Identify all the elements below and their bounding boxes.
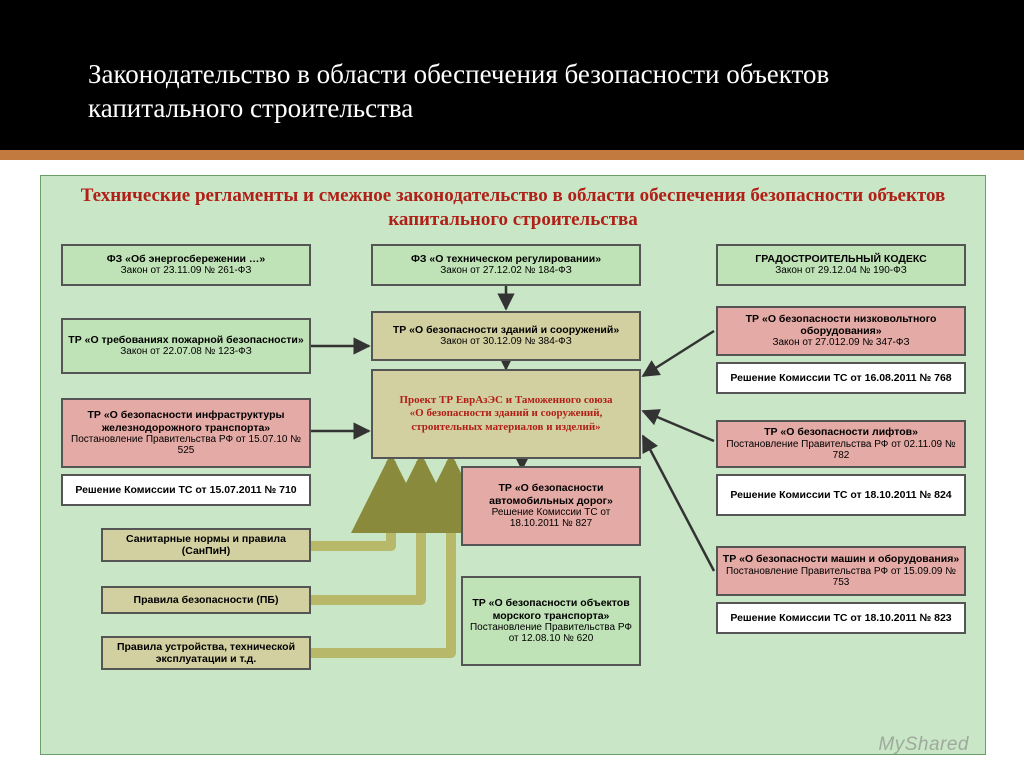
box-r_ts824: Решение Комиссии ТС от 18.10.2011 № 824 [716, 474, 966, 516]
box-r_lowvolt: ТР «О безопасности низковольтного оборуд… [716, 306, 966, 356]
box-c_auto: ТР «О безопасности автомобильных дорог»Р… [461, 466, 641, 546]
accent-bar [0, 150, 1024, 160]
box-l_pute: Правила устройства, технической эксплуат… [101, 636, 311, 670]
box-r_lift: ТР «О безопасности лифтов»Постановление … [716, 420, 966, 468]
box-l_fire: ТР «О требованиях пожарной безопасности»… [61, 318, 311, 374]
box-top_left: ФЗ «Об энергосбережении …»Закон от 23.11… [61, 244, 311, 286]
box-r_ts823: Решение Комиссии ТС от 18.10.2011 № 823 [716, 602, 966, 634]
box-c_project: Проект ТР ЕврАзЭС и Таможенного союза«О … [371, 369, 641, 459]
box-r_mach: ТР «О безопасности машин и оборудования»… [716, 546, 966, 596]
box-top_mid: ФЗ «О техническом регулировании»Закон от… [371, 244, 641, 286]
diagram-panel: Технические регламенты и смежное законод… [40, 175, 986, 755]
box-r_ts768: Решение Комиссии ТС от 16.08.2011 № 768 [716, 362, 966, 394]
diagram-title: Технические регламенты и смежное законод… [41, 184, 985, 232]
box-c_sea: ТР «О безопасности объектов морского тра… [461, 576, 641, 666]
box-l_rail: ТР «О безопасности инфраструктуры железн… [61, 398, 311, 468]
box-l_sanpin: Санитарные нормы и правила (СанПиН) [101, 528, 311, 562]
box-l_ts710: Решение Комиссии ТС от 15.07.2011 № 710 [61, 474, 311, 506]
slide-title: Законодательство в области обеспечения б… [88, 58, 948, 126]
slide-root: Законодательство в области обеспечения б… [0, 0, 1024, 768]
box-l_pb: Правила безопасности (ПБ) [101, 586, 311, 614]
box-c_build: ТР «О безопасности зданий и сооружений»З… [371, 311, 641, 361]
box-top_right: ГРАДОСТРОИТЕЛЬНЫЙ КОДЕКСЗакон от 29.12.0… [716, 244, 966, 286]
watermark-text: MyShared [878, 734, 969, 756]
